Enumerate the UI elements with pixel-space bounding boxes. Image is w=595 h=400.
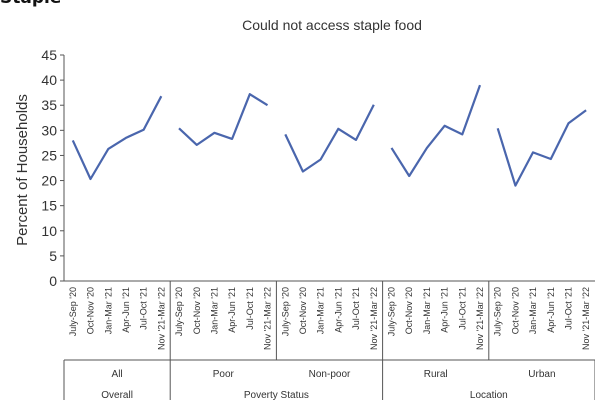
x-tick-label: July-Sep '20: [280, 287, 290, 336]
group-label: All: [112, 369, 123, 380]
x-tick-label: Oct-Nov '20: [298, 287, 308, 334]
series-line-all: [71, 95, 163, 181]
category-label: Location: [470, 390, 508, 400]
series-line-non-poor: [284, 104, 375, 173]
series-line-urban: [496, 109, 587, 187]
x-tick-label: Jan-Mar '21: [209, 287, 219, 334]
group-label: Poor: [213, 369, 235, 380]
x-tick-label: Apr-Jun '21: [227, 287, 237, 333]
y-axis-label: Percent of Households: [14, 94, 31, 246]
x-tick-label: Oct-Nov '20: [510, 287, 520, 334]
x-tick-label: Nov '21-Mar '22: [369, 287, 379, 350]
y-tick-label: 20: [41, 173, 57, 189]
category-label: Overall: [101, 390, 133, 400]
series-line-poor: [178, 93, 269, 146]
y-tick-label: 10: [41, 223, 57, 239]
y-tick-label: 25: [41, 147, 57, 163]
category-label: Poverty Status: [244, 390, 309, 400]
x-tick-label: Jan-Mar '21: [528, 287, 538, 334]
x-tick-label: Apr-Jun '21: [121, 287, 131, 333]
x-tick-label: Apr-Jun '21: [546, 287, 556, 333]
y-tick-label: 5: [49, 248, 57, 264]
x-tick-label: July-Sep '20: [68, 287, 78, 336]
x-tick-label: Apr-Jun '21: [440, 287, 450, 333]
y-tick-label: 30: [41, 122, 57, 138]
y-tick-label: 15: [41, 198, 57, 214]
chart-title: Could not access staple food: [242, 17, 422, 33]
x-tick-label: Jan-Mar '21: [422, 287, 432, 334]
group-label: Non-poor: [309, 369, 351, 380]
x-tick-label: Jan-Mar '21: [103, 287, 113, 334]
y-tick-label: 45: [41, 47, 57, 63]
x-tick-label: Jul-Oct '21: [564, 287, 574, 330]
x-tick-label: Jan-Mar '21: [316, 287, 326, 334]
x-tick-label: Nov '21-Mar '22: [156, 287, 166, 350]
x-tick-label: Oct-Nov '20: [192, 287, 202, 334]
x-tick-label: July-Sep '20: [174, 287, 184, 336]
y-tick-label: 0: [49, 273, 57, 289]
x-tick-label: Jul-Oct '21: [245, 287, 255, 330]
x-tick-label: Oct-Nov '20: [86, 287, 96, 334]
group-label: Urban: [528, 369, 555, 380]
plot-area: 0 5 10 15 20 25 30 35 40 45 July-Sep '20 Oct-Nov '2…: [41, 47, 595, 400]
x-tick-label: Apr-Jun '21: [333, 287, 343, 333]
page-heading: Staple food: [0, 0, 60, 8]
y-tick-label: 40: [41, 72, 57, 88]
y-tick-label: 35: [41, 97, 57, 113]
x-tick-label: July-Sep '20: [493, 287, 503, 336]
page-heading-text: Staple food: [0, 0, 60, 8]
x-tick-label: Nov '21-Mar '22: [581, 287, 591, 350]
series-line-rural: [390, 84, 482, 178]
x-tick-label: Oct-Nov '20: [404, 287, 414, 334]
x-tick-label: Nov '21-Mar '22: [263, 287, 273, 350]
x-tick-label: Jul-Oct '21: [351, 287, 361, 330]
x-tick-label: Jul-Oct '21: [139, 287, 149, 330]
x-tick-label: July-Sep '20: [387, 287, 397, 336]
x-tick-label: Nov '21-Mar '22: [475, 287, 485, 350]
x-tick-label: Jul-Oct '21: [457, 287, 467, 330]
group-label: Rural: [424, 369, 448, 380]
